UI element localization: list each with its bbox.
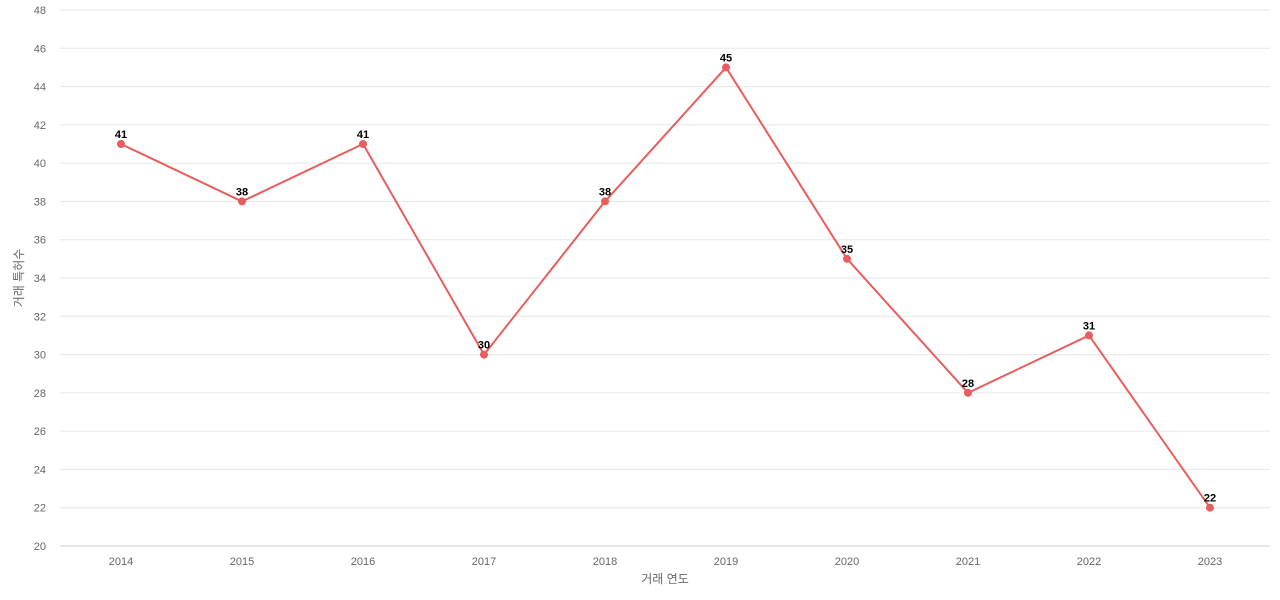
data-labels: 41 38 41 30 38 45 35 28 31 22: [115, 52, 1216, 504]
y-tick-label-26: 26: [34, 426, 46, 438]
data-label-2017: 30: [478, 340, 490, 352]
data-label-2018: 38: [599, 186, 611, 198]
data-point-2021[interactable]: [964, 388, 972, 397]
data-point-2017[interactable]: [480, 350, 488, 359]
data-point-2023[interactable]: [1206, 503, 1214, 512]
x-axis-title: 거래 연도: [641, 572, 689, 586]
y-tick-label-34: 34: [34, 273, 46, 285]
y-tick-label-24: 24: [34, 464, 46, 476]
grid: [60, 9, 1270, 509]
x-tick-label-2022: 2022: [1077, 556, 1101, 568]
data-label-2019: 45: [720, 52, 732, 64]
y-tick-label-28: 28: [34, 388, 46, 400]
data-point-2014[interactable]: [117, 140, 125, 148]
series-line-0: [120, 66, 1211, 509]
x-tick-label-2019: 2019: [714, 556, 738, 568]
data-label-2023: 22: [1204, 493, 1216, 505]
y-tick-label-40: 40: [34, 158, 46, 170]
data-label-2020: 35: [841, 244, 853, 256]
data-label-2022: 31: [1083, 320, 1095, 332]
y-tick-label-36: 36: [34, 235, 46, 247]
x-tick-label-2016: 2016: [351, 556, 375, 568]
x-tick-label-2020: 2020: [835, 556, 859, 568]
data-point-2019[interactable]: [722, 63, 730, 72]
data-point-2018[interactable]: [601, 197, 609, 206]
data-point-2016[interactable]: [359, 140, 367, 148]
y-tick-label-44: 44: [34, 82, 46, 94]
x-tick-label-2021: 2021: [956, 556, 980, 568]
y-tick-label-48: 48: [34, 5, 46, 17]
y-tick-label-22: 22: [34, 503, 46, 515]
series-layer: [117, 63, 1214, 512]
data-label-2021: 28: [962, 378, 974, 390]
data-label-2014: 41: [115, 129, 127, 141]
y-tick-label-42: 42: [34, 120, 46, 132]
x-axis-ticks: 2014 2015 2016 2017 2018 2019 2020 2021 2022 2023: [109, 556, 1222, 568]
y-tick-label-20: 20: [34, 541, 46, 553]
data-label-2015: 38: [236, 186, 248, 198]
x-tick-label-2017: 2017: [472, 556, 496, 568]
data-point-2015[interactable]: [238, 197, 246, 206]
x-tick-label-2014: 2014: [109, 556, 133, 568]
x-tick-label-2018: 2018: [593, 556, 617, 568]
y-tick-label-32: 32: [34, 311, 46, 323]
y-axis-title: 거래 특허수: [12, 249, 26, 308]
y-tick-label-46: 46: [34, 43, 46, 55]
x-tick-label-2023: 2023: [1198, 556, 1222, 568]
data-label-2016: 41: [357, 129, 369, 141]
data-point-2020[interactable]: [843, 254, 851, 263]
y-tick-label-38: 38: [34, 196, 46, 208]
data-point-2022[interactable]: [1085, 331, 1093, 340]
x-tick-label-2015: 2015: [230, 556, 254, 568]
y-axis-ticks: 20 22 24 26 28 30 32 34 36 38 40 42 44 46 48: [34, 5, 46, 553]
y-tick-label-30: 30: [34, 350, 46, 362]
